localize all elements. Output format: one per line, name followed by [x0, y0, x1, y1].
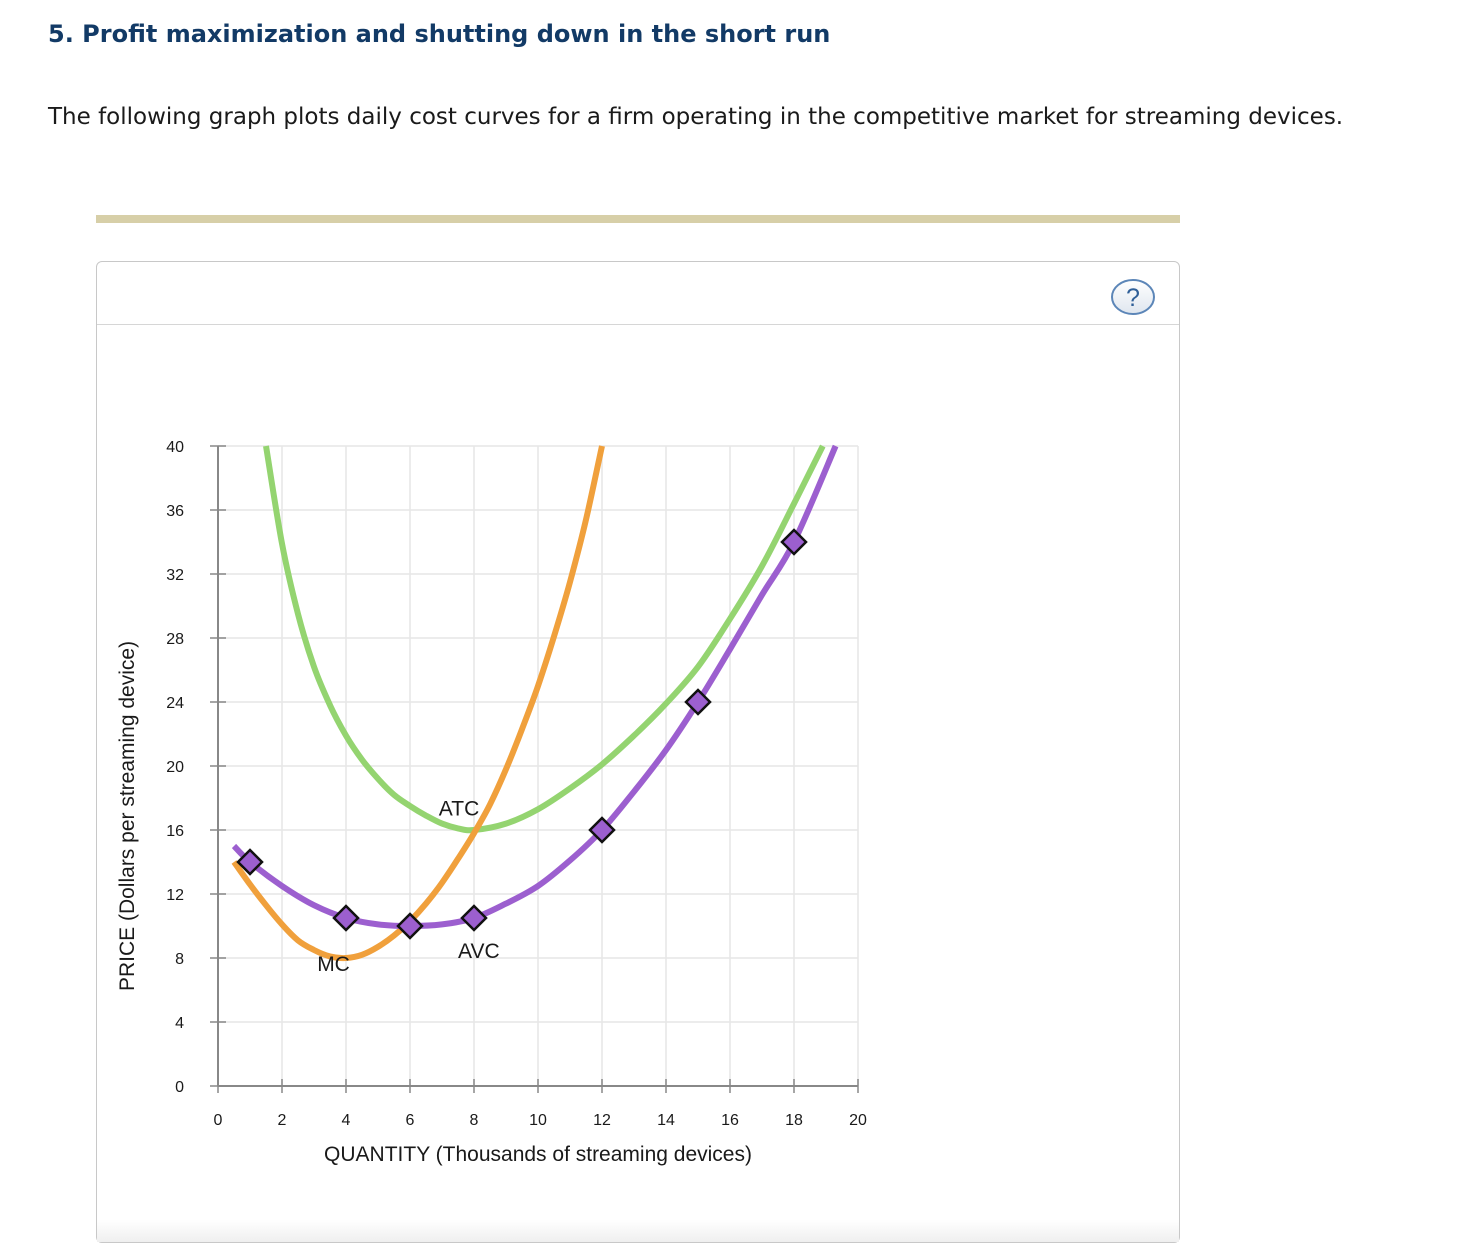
help-button[interactable]: ?: [1110, 278, 1156, 316]
avc-point-marker: [332, 904, 360, 932]
x-tick-label: 16: [721, 1112, 739, 1129]
x-tick-label: 12: [593, 1112, 611, 1129]
y-tick-label: 28: [166, 631, 184, 648]
labels: ATC MC AVC: [317, 798, 499, 976]
axes: 0 2 4 6 8 10 12 14 16 18 200481216202428323640QUAN…: [116, 439, 867, 1166]
help-icon: ?: [1111, 279, 1155, 315]
panel-header-divider: [97, 324, 1179, 325]
y-tick-label: 24: [166, 695, 184, 712]
grid: [218, 445, 859, 1086]
x-tick-label: 14: [657, 1112, 675, 1129]
x-tick-label: 10: [529, 1112, 547, 1129]
curve-avc: [231, 444, 839, 929]
avc-point-marker: [780, 528, 808, 556]
svg-text:?: ?: [1126, 284, 1140, 312]
panel-footer: [97, 1220, 1179, 1242]
curve-label-atc: ATC: [439, 798, 479, 821]
x-tick-label: 8: [470, 1112, 479, 1129]
y-tick-label: 16: [166, 823, 184, 840]
curve-label-avc: AVC: [458, 940, 500, 963]
y-tick-label: 36: [166, 503, 184, 520]
y-tick-label: 40: [166, 439, 184, 456]
avc-point-marker: [396, 912, 424, 940]
x-tick-label: 20: [849, 1112, 867, 1129]
y-tick-label: 8: [175, 951, 184, 968]
x-tick-label: 18: [785, 1112, 803, 1129]
page-title: 5. Profit maximization and shutting down…: [48, 20, 831, 48]
x-tick-label: 4: [342, 1112, 351, 1129]
y-tick-label: 0: [175, 1079, 184, 1096]
avc-point-marker: [588, 816, 616, 844]
y-tick-label: 20: [166, 759, 184, 776]
avc-point-marker: [684, 688, 712, 716]
intro-text: The following graph plots daily cost cur…: [48, 104, 1344, 130]
graph-panel: ?: [96, 261, 1180, 1243]
section-divider: [96, 215, 1180, 223]
curves: [231, 444, 839, 962]
curve-atc: [263, 444, 826, 834]
x-axis-title: QUANTITY (Thousands of streaming devices…: [324, 1143, 752, 1166]
curve-label-mc: MC: [317, 953, 350, 976]
curve-mc: [231, 445, 605, 962]
y-axis-title: PRICE (Dollars per streaming device): [116, 641, 139, 991]
y-tick-label: 32: [166, 567, 184, 584]
x-tick-label: 0: [214, 1112, 223, 1129]
avc-point-marker: [460, 904, 488, 932]
avc-point-marker: [236, 848, 264, 876]
y-tick-label: 4: [175, 1015, 184, 1032]
y-tick-label: 12: [166, 887, 184, 904]
markers: [236, 528, 808, 940]
x-tick-label: 2: [278, 1112, 287, 1129]
x-tick-label: 6: [406, 1112, 415, 1129]
